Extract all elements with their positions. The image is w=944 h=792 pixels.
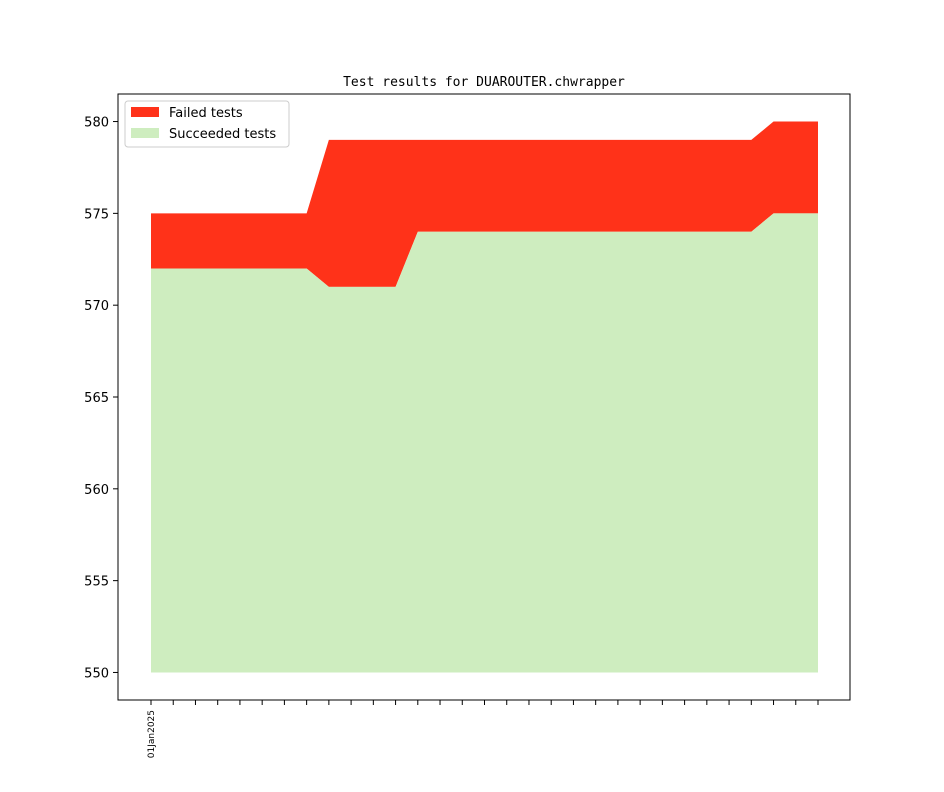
y-tick-label: 570 [84,299,109,314]
legend-box [124,100,290,148]
legend-swatch [131,107,159,117]
legend: Failed tests Succeeded tests [124,100,290,148]
y-tick-label: 580 [84,116,109,131]
y-tick-label: 555 [84,575,109,590]
y-tick-label: 560 [84,483,109,498]
succeeded-tests-area [151,213,818,673]
y-tick-label: 565 [84,391,109,406]
x-tick-label: 01Jan2025 [147,710,157,758]
legend-label: Failed tests [169,106,243,121]
axes-layer: 550 555 560 565 570 575 580 01Jan2025 [84,93,851,758]
chart-title: Test results for DUAROUTER.chwrapper [343,75,625,90]
legend-label: Succeeded tests [169,127,276,142]
legend-swatch [131,128,159,138]
failed-tests-area [151,121,818,287]
area-layer [151,121,818,673]
y-tick-label: 550 [84,666,109,681]
y-tick-label: 575 [84,207,109,222]
